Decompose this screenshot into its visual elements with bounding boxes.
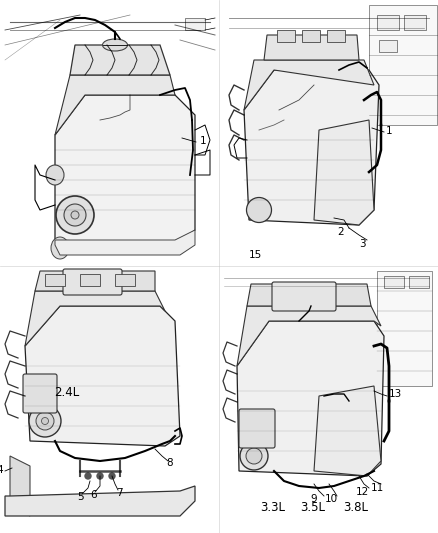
Circle shape bbox=[109, 473, 115, 479]
Polygon shape bbox=[314, 120, 374, 225]
Polygon shape bbox=[237, 306, 381, 366]
Text: 3.8L: 3.8L bbox=[343, 502, 368, 514]
Bar bbox=[369, 5, 437, 125]
Text: 7: 7 bbox=[116, 488, 122, 498]
Bar bbox=[277, 30, 295, 42]
Bar bbox=[384, 276, 404, 288]
Bar bbox=[115, 274, 135, 286]
Ellipse shape bbox=[240, 442, 268, 470]
Polygon shape bbox=[25, 306, 180, 446]
Ellipse shape bbox=[102, 39, 127, 51]
Text: 8: 8 bbox=[167, 458, 173, 468]
Bar bbox=[409, 276, 429, 288]
Text: 6: 6 bbox=[91, 490, 97, 500]
Ellipse shape bbox=[246, 448, 262, 464]
Text: 3.5L: 3.5L bbox=[300, 502, 325, 514]
Text: 1: 1 bbox=[386, 126, 392, 136]
Polygon shape bbox=[10, 456, 30, 516]
Text: 1: 1 bbox=[200, 136, 207, 146]
Circle shape bbox=[85, 473, 91, 479]
Text: 2: 2 bbox=[337, 227, 344, 237]
Bar bbox=[185, 18, 205, 30]
Polygon shape bbox=[237, 321, 384, 476]
FancyBboxPatch shape bbox=[272, 282, 336, 311]
Text: 12: 12 bbox=[355, 487, 369, 497]
Polygon shape bbox=[55, 95, 195, 245]
Circle shape bbox=[97, 473, 103, 479]
Polygon shape bbox=[55, 230, 195, 255]
FancyBboxPatch shape bbox=[239, 409, 275, 448]
Polygon shape bbox=[314, 386, 381, 476]
Ellipse shape bbox=[36, 412, 54, 430]
Ellipse shape bbox=[71, 211, 79, 219]
Polygon shape bbox=[247, 284, 309, 306]
Polygon shape bbox=[35, 271, 95, 291]
Ellipse shape bbox=[51, 237, 69, 259]
Polygon shape bbox=[5, 486, 195, 516]
FancyBboxPatch shape bbox=[63, 269, 122, 295]
Text: 3: 3 bbox=[359, 239, 366, 249]
Polygon shape bbox=[244, 60, 374, 110]
Ellipse shape bbox=[29, 405, 61, 437]
Text: 13: 13 bbox=[389, 389, 402, 399]
Polygon shape bbox=[309, 284, 371, 306]
Ellipse shape bbox=[42, 417, 49, 424]
Bar bbox=[379, 40, 397, 52]
Text: 10: 10 bbox=[325, 494, 338, 504]
Text: 2.4L: 2.4L bbox=[54, 386, 79, 399]
Ellipse shape bbox=[46, 165, 64, 185]
Polygon shape bbox=[264, 35, 359, 60]
Polygon shape bbox=[70, 45, 170, 75]
Polygon shape bbox=[244, 70, 379, 225]
Text: 11: 11 bbox=[371, 483, 384, 493]
Ellipse shape bbox=[56, 196, 94, 234]
Text: 9: 9 bbox=[311, 494, 317, 504]
Bar bbox=[377, 271, 432, 386]
Bar bbox=[80, 274, 100, 286]
Bar bbox=[327, 30, 345, 42]
Text: 5: 5 bbox=[77, 492, 83, 502]
Polygon shape bbox=[95, 271, 155, 291]
Ellipse shape bbox=[64, 204, 86, 226]
Polygon shape bbox=[25, 291, 165, 346]
Bar bbox=[45, 274, 65, 286]
Bar bbox=[377, 15, 399, 30]
Polygon shape bbox=[55, 75, 175, 135]
Bar bbox=[302, 30, 320, 42]
Text: 15: 15 bbox=[249, 250, 262, 260]
Text: 3.3L: 3.3L bbox=[260, 502, 285, 514]
Text: 4: 4 bbox=[0, 465, 3, 475]
FancyBboxPatch shape bbox=[23, 374, 57, 413]
Ellipse shape bbox=[247, 198, 272, 222]
Bar bbox=[404, 15, 426, 30]
